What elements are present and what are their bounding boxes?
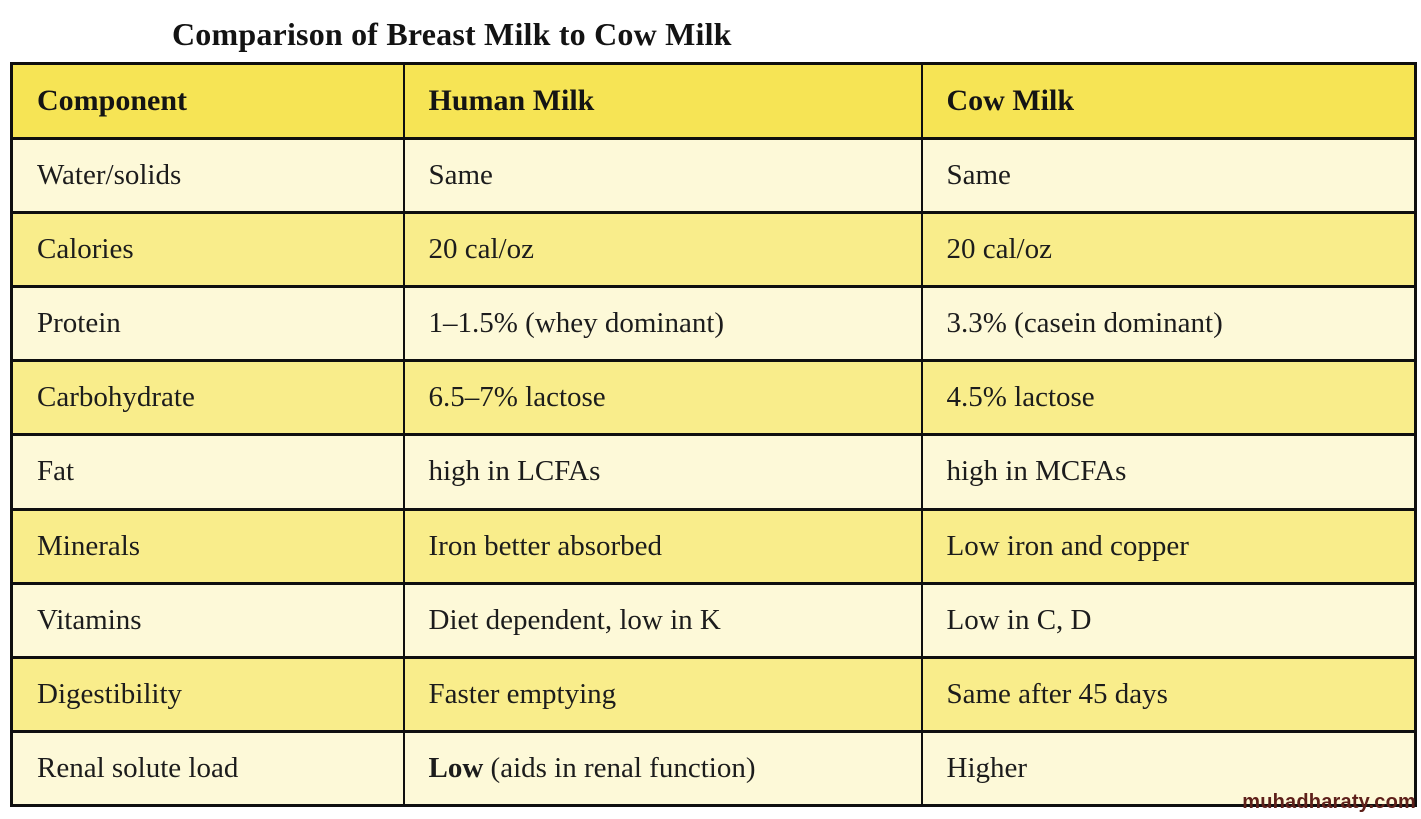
table-header-row: Component Human Milk Cow Milk (10, 62, 1417, 140)
table-row: Minerals Iron better absorbed Low iron a… (10, 507, 1417, 585)
table-row: Protein 1–1.5% (whey dominant) 3.3% (cas… (10, 285, 1417, 363)
cell-cow-milk: Higher (920, 729, 1417, 808)
cell-cow-milk: Low in C, D (920, 581, 1417, 659)
table-row: Renal solute load Low (aids in renal fun… (10, 729, 1417, 808)
cell-component: Vitamins (10, 581, 405, 659)
cell-component: Minerals (10, 507, 405, 585)
page-title: Comparison of Breast Milk to Cow Milk (172, 16, 732, 52)
cell-cow-milk: 4.5% lactose (920, 359, 1417, 437)
cell-cow-milk: 20 cal/oz (920, 211, 1417, 289)
cell-human-milk-rest-text: (aids in renal function) (483, 751, 756, 784)
cell-human-milk: Same (402, 136, 923, 215)
table-row: Calories 20 cal/oz 20 cal/oz (10, 211, 1417, 289)
column-header-cow-milk: Cow Milk (920, 62, 1417, 140)
cell-cow-milk: Same (920, 136, 1417, 215)
table-row: Vitamins Diet dependent, low in K Low in… (10, 581, 1417, 659)
cell-component: Protein (10, 285, 405, 363)
cell-human-milk: 6.5–7% lactose (402, 359, 923, 437)
column-header-human-milk: Human Milk (402, 62, 923, 140)
cell-cow-milk: Same after 45 days (920, 655, 1417, 733)
cell-human-milk: 1–1.5% (whey dominant) (402, 285, 923, 363)
table-row: Water/solids Same Same (10, 136, 1417, 215)
cell-component: Carbohydrate (10, 359, 405, 437)
cell-component: Water/solids (10, 136, 405, 215)
cell-human-milk: Faster emptying (402, 655, 923, 733)
column-header-component: Component (10, 62, 405, 140)
cell-human-milk: Iron better absorbed (402, 507, 923, 585)
table-row: Fat high in LCFAs high in MCFAs (10, 433, 1417, 511)
watermark-text: muhadharaty.com (1242, 791, 1416, 813)
table-row: Digestibility Faster emptying Same after… (10, 655, 1417, 733)
cell-cow-milk: 3.3% (casein dominant) (920, 285, 1417, 363)
table-row: Carbohydrate 6.5–7% lactose 4.5% lactose (10, 359, 1417, 437)
cell-human-milk: high in LCFAs (402, 433, 923, 511)
cell-human-milk: Low (aids in renal function) (402, 729, 923, 808)
cell-human-milk: Diet dependent, low in K (402, 581, 923, 659)
cell-cow-milk: Low iron and copper (920, 507, 1417, 585)
milk-comparison-table: Component Human Milk Cow Milk Water/soli… (10, 62, 1417, 808)
cell-component: Digestibility (10, 655, 405, 733)
cell-cow-milk: high in MCFAs (920, 433, 1417, 511)
cell-human-milk-bold-text: Low (428, 751, 484, 784)
cell-component: Fat (10, 433, 405, 511)
cell-component: Calories (10, 211, 405, 289)
cell-component: Renal solute load (10, 729, 405, 808)
cell-human-milk: 20 cal/oz (402, 211, 923, 289)
